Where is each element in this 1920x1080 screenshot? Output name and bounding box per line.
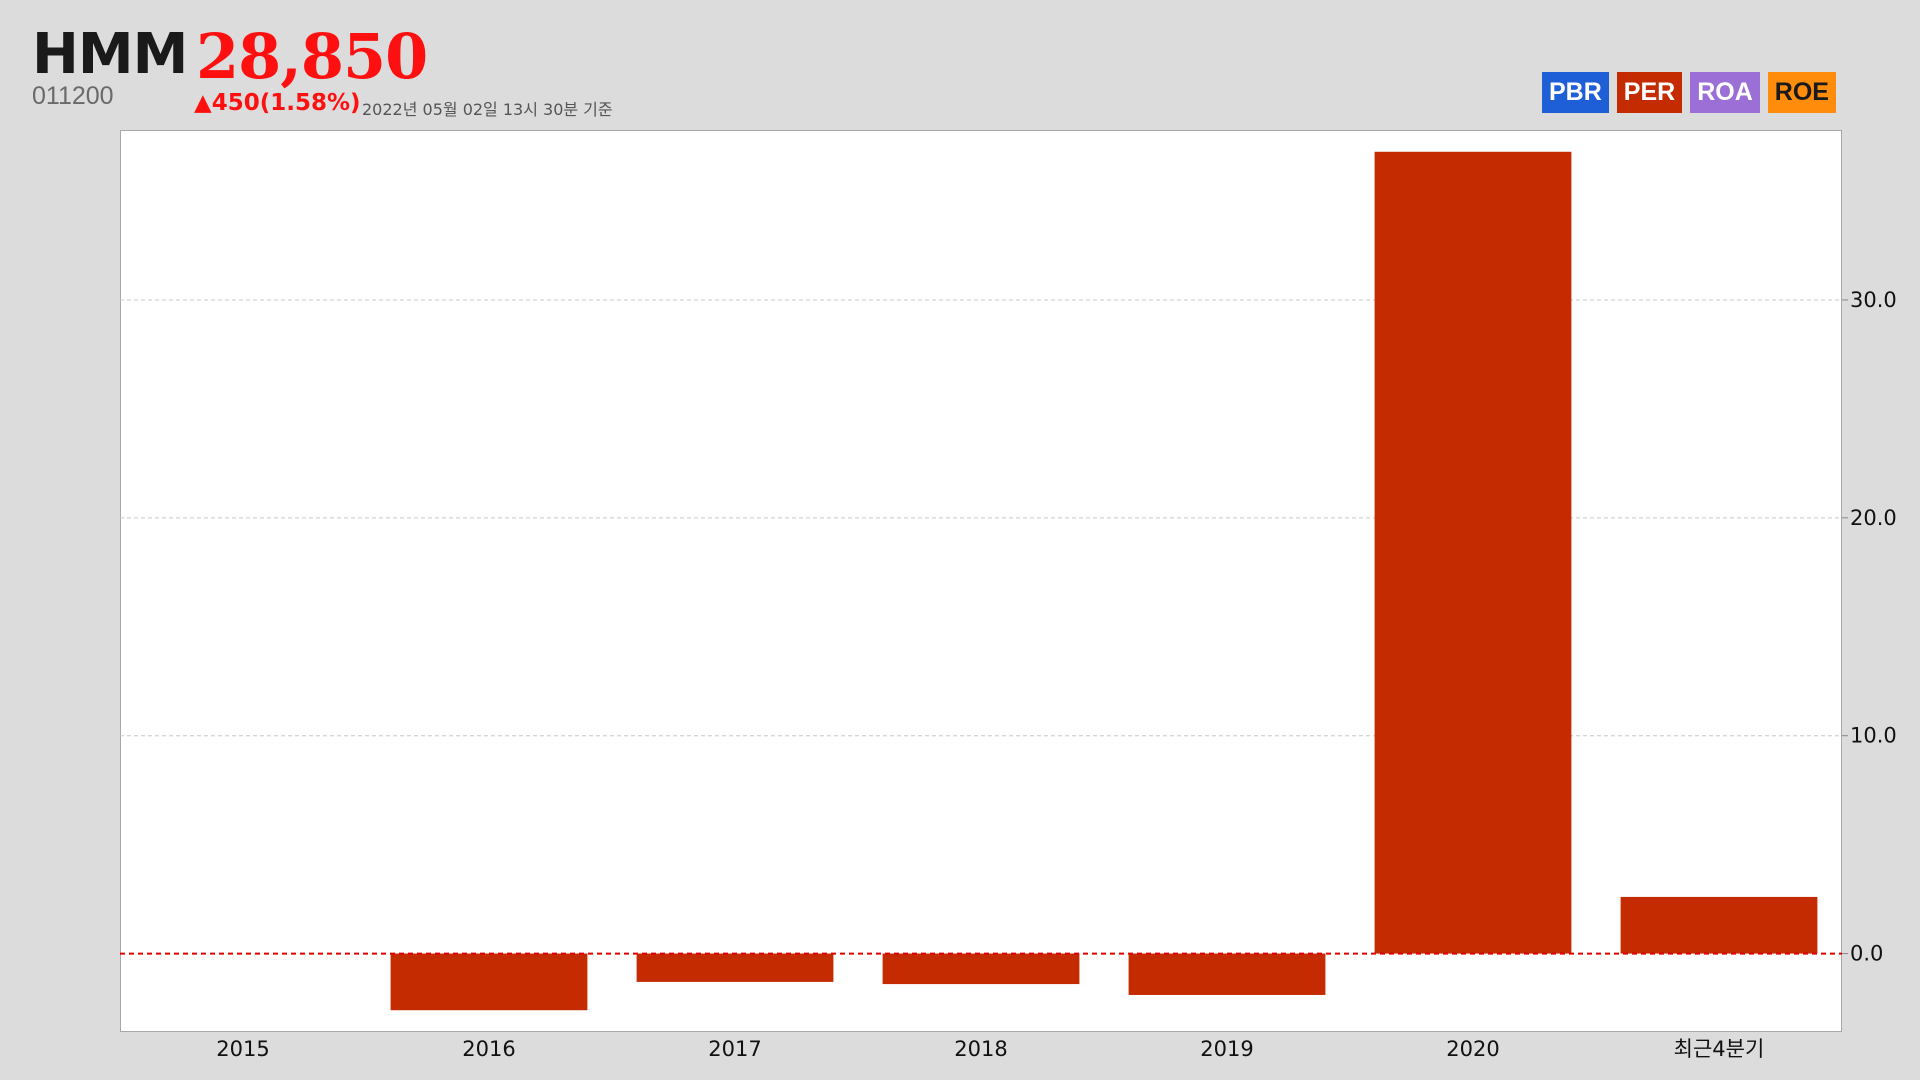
y-tick-label-1: 10.0 xyxy=(1850,724,1897,748)
x-tick-label-6: 최근4분기 xyxy=(1674,1037,1765,1061)
price-change: ▲450(1.58%) xyxy=(194,90,361,116)
stock-price: 28,850 xyxy=(196,20,428,93)
indicator-tabs: PBR PER ROA ROE xyxy=(1542,72,1836,113)
tab-roa[interactable]: ROA xyxy=(1690,72,1760,113)
x-tick-label-4: 2019 xyxy=(1200,1037,1253,1061)
tab-pbr[interactable]: PBR xyxy=(1542,72,1609,113)
x-axis: 2015 2016 2017 2018 2019 2020 최근4분기 xyxy=(216,1037,1764,1061)
bar-2020 xyxy=(1374,151,1572,954)
bar-2018 xyxy=(882,953,1080,985)
y-tick-label-3: 30.0 xyxy=(1850,288,1897,312)
stock-name: HMM xyxy=(32,22,188,87)
x-tick-label-3: 2018 xyxy=(954,1037,1007,1061)
x-tick-label-0: 2015 xyxy=(216,1037,269,1061)
y-axis: 0.0 10.0 20.0 30.0 xyxy=(1842,288,1897,966)
bars xyxy=(390,151,1818,1011)
y-tick-label-2: 20.0 xyxy=(1850,506,1897,530)
as-of-timestamp: 2022년 05월 02일 13시 30분 기준 xyxy=(362,100,613,119)
tab-per[interactable]: PER xyxy=(1616,72,1683,113)
stock-code: 011200 xyxy=(32,82,114,110)
x-tick-label-5: 2020 xyxy=(1446,1037,1499,1061)
bar-최근4분기 xyxy=(1620,896,1818,954)
x-tick-label-1: 2016 xyxy=(462,1037,515,1061)
tab-roe[interactable]: ROE xyxy=(1767,72,1836,113)
bar-2019 xyxy=(1128,953,1326,995)
bar-2017 xyxy=(636,953,834,982)
x-tick-label-2: 2017 xyxy=(708,1037,761,1061)
gridlines xyxy=(120,299,1842,737)
header: HMM 28,850 011200 ▲450(1.58%) 2022년 05월 … xyxy=(0,0,1920,128)
bar-2016 xyxy=(390,953,588,1011)
y-tick-label-0: 0.0 xyxy=(1850,942,1883,966)
